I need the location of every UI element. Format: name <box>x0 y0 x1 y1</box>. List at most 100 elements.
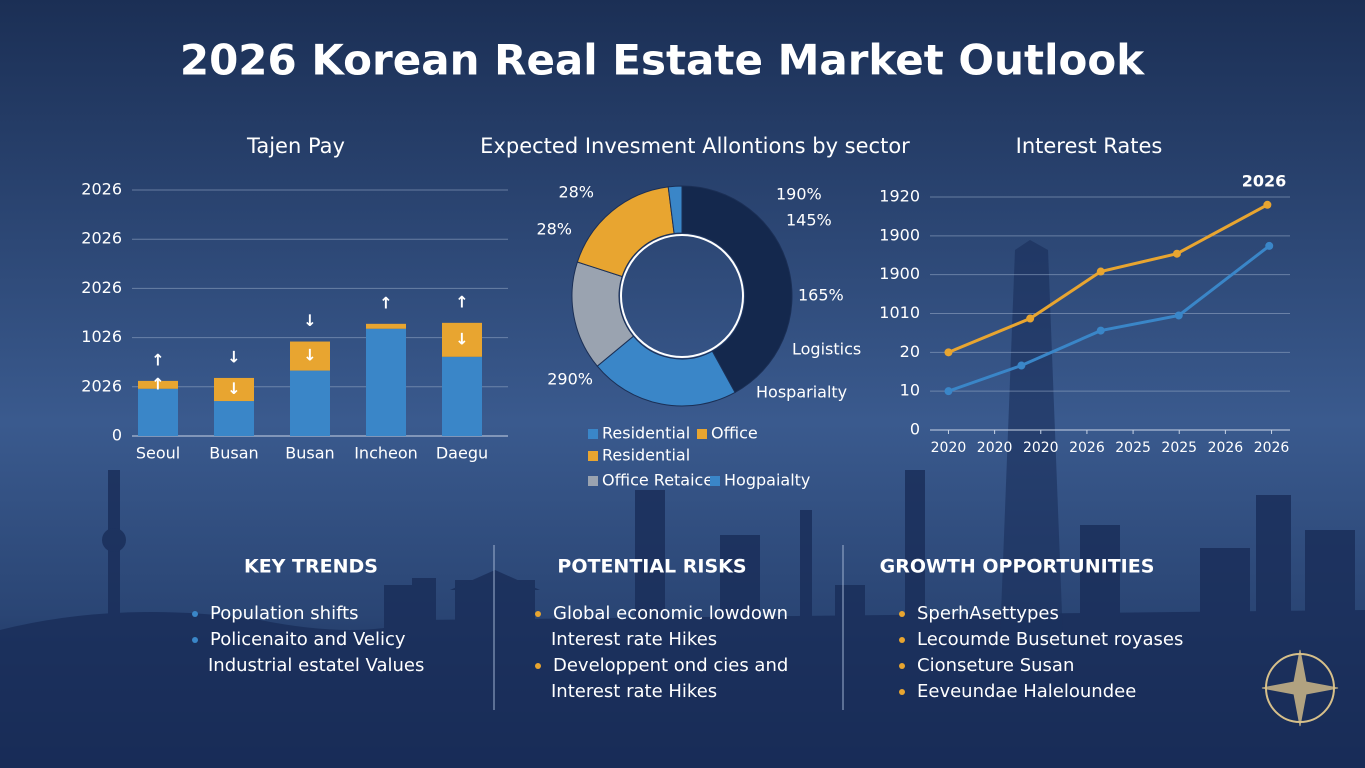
slice-label: 145% <box>786 211 832 230</box>
x-tick-label: 2020 <box>1023 440 1059 456</box>
y-tick-label: 2026 <box>81 278 122 297</box>
bar-segment <box>214 401 254 436</box>
bar-segment <box>366 323 406 329</box>
y-tick-label: 0 <box>112 426 122 445</box>
bullet-text: Global economic lowdown <box>553 603 788 624</box>
y-tick-label: 0 <box>910 420 920 439</box>
y-tick-label: 2026 <box>81 376 122 395</box>
bar-segment <box>442 356 482 436</box>
y-tick-label: 1026 <box>81 327 122 346</box>
bar-segment <box>214 377 254 402</box>
bullet-text: Industrial estatel Values <box>208 655 424 676</box>
trend-arrow: ↑ <box>151 350 164 369</box>
x-tick-label: Busan <box>285 444 334 463</box>
trend-arrow: ↓ <box>227 379 240 398</box>
section-heading: POTENTIAL RISKS <box>557 556 746 578</box>
donut-slice <box>667 185 683 235</box>
x-tick-label: 2025 <box>1161 440 1197 456</box>
slice-label: 28% <box>536 220 572 239</box>
legend-swatch <box>588 476 598 486</box>
bullet <box>899 637 905 643</box>
annotation: 2026 <box>1242 172 1287 191</box>
x-tick-label: Busan <box>209 444 258 463</box>
point <box>1096 267 1105 276</box>
bar-segment <box>138 380 178 389</box>
bullet <box>535 663 541 669</box>
bullet <box>192 611 198 617</box>
bar-segment <box>290 370 330 436</box>
donut-slice <box>681 185 793 394</box>
bullet-text: Eeveundae Haleloundee <box>917 681 1136 702</box>
trend-arrow: ↓ <box>303 346 316 365</box>
legend-swatch <box>588 451 598 461</box>
trend-arrow: ↓ <box>455 329 468 348</box>
slice-label: 28% <box>558 183 594 202</box>
section-heading: GROWTH OPPORTUNITIES <box>880 556 1155 578</box>
donut-hole <box>620 234 744 358</box>
trend-arrow: ↓ <box>227 347 240 366</box>
bullet-text: SperhAsettypes <box>917 603 1059 624</box>
slice-label: Hosparialty <box>756 383 847 402</box>
bullet-text: Population shifts <box>210 603 359 624</box>
bullet-text: Interest rate Hikes <box>551 629 717 650</box>
bar-segment <box>366 328 406 436</box>
chart-title: Interest Rates <box>1016 134 1163 158</box>
bullet-text: Cionseture Susan <box>917 655 1074 676</box>
legend-label: Residential <box>602 424 690 443</box>
y-tick-label: 1920 <box>879 187 920 206</box>
legend-swatch <box>697 429 707 439</box>
x-tick-label: 2026 <box>1069 440 1105 456</box>
bullet <box>535 611 541 617</box>
legend-swatch <box>588 429 598 439</box>
y-tick-label: 1900 <box>879 264 920 283</box>
x-tick-label: 2020 <box>931 440 967 456</box>
bullet <box>899 689 905 695</box>
y-tick-label: 1010 <box>879 303 920 322</box>
point <box>1174 311 1183 320</box>
y-tick-label: 10 <box>900 381 920 400</box>
x-tick-label: 2025 <box>1115 440 1151 456</box>
point <box>1096 326 1105 335</box>
chart-title: Expected Invesment Allontions by sector <box>480 134 910 158</box>
point <box>1265 241 1274 250</box>
y-tick-label: 1900 <box>879 225 920 244</box>
point <box>1017 361 1026 370</box>
y-tick-label: 2026 <box>81 229 122 248</box>
bar-segment <box>290 341 330 371</box>
bullet <box>899 663 905 669</box>
bullet-text: Policenaito and Velicy <box>210 629 406 650</box>
legend-label: Office <box>711 424 758 443</box>
point <box>944 387 953 396</box>
section-heading: KEY TRENDS <box>244 556 378 578</box>
slice-label: 190% <box>776 185 822 204</box>
legend-label: Office Retaice <box>602 471 713 490</box>
trend-arrow: ↑ <box>151 374 164 393</box>
x-tick-label: Daegu <box>436 444 488 463</box>
y-tick-label: 2026 <box>81 180 122 199</box>
slice-label: 165% <box>798 286 844 305</box>
slice-label: Logistics <box>792 340 861 359</box>
x-tick-label: Incheon <box>354 444 418 463</box>
x-tick-label: Seoul <box>136 444 180 463</box>
bullet-text: Lecoumde Busetunet royases <box>917 629 1183 650</box>
point <box>944 348 953 357</box>
legend-label: Residential <box>602 446 690 465</box>
bullet-text: Developpent ond cies and <box>553 655 788 676</box>
legend-label: Hogpaialty <box>724 471 810 490</box>
x-tick-label: 2026 <box>1208 440 1244 456</box>
trend-arrow: ↑ <box>379 293 392 312</box>
trend-arrow: ↑ <box>455 292 468 311</box>
point <box>1172 249 1181 258</box>
x-tick-label: 2026 <box>1254 440 1290 456</box>
page-title: 2026 Korean Real Estate Market Outlook <box>180 36 1145 85</box>
legend-swatch <box>710 476 720 486</box>
y-tick-label: 20 <box>900 342 920 361</box>
bar-segment <box>138 388 178 436</box>
chart-title: Tajen Pay <box>246 134 345 158</box>
trend-arrow: ↓ <box>303 311 316 330</box>
compass <box>1261 649 1339 727</box>
point <box>1026 314 1035 323</box>
bullet-text: Interest rate Hikes <box>551 681 717 702</box>
point <box>1263 200 1272 209</box>
